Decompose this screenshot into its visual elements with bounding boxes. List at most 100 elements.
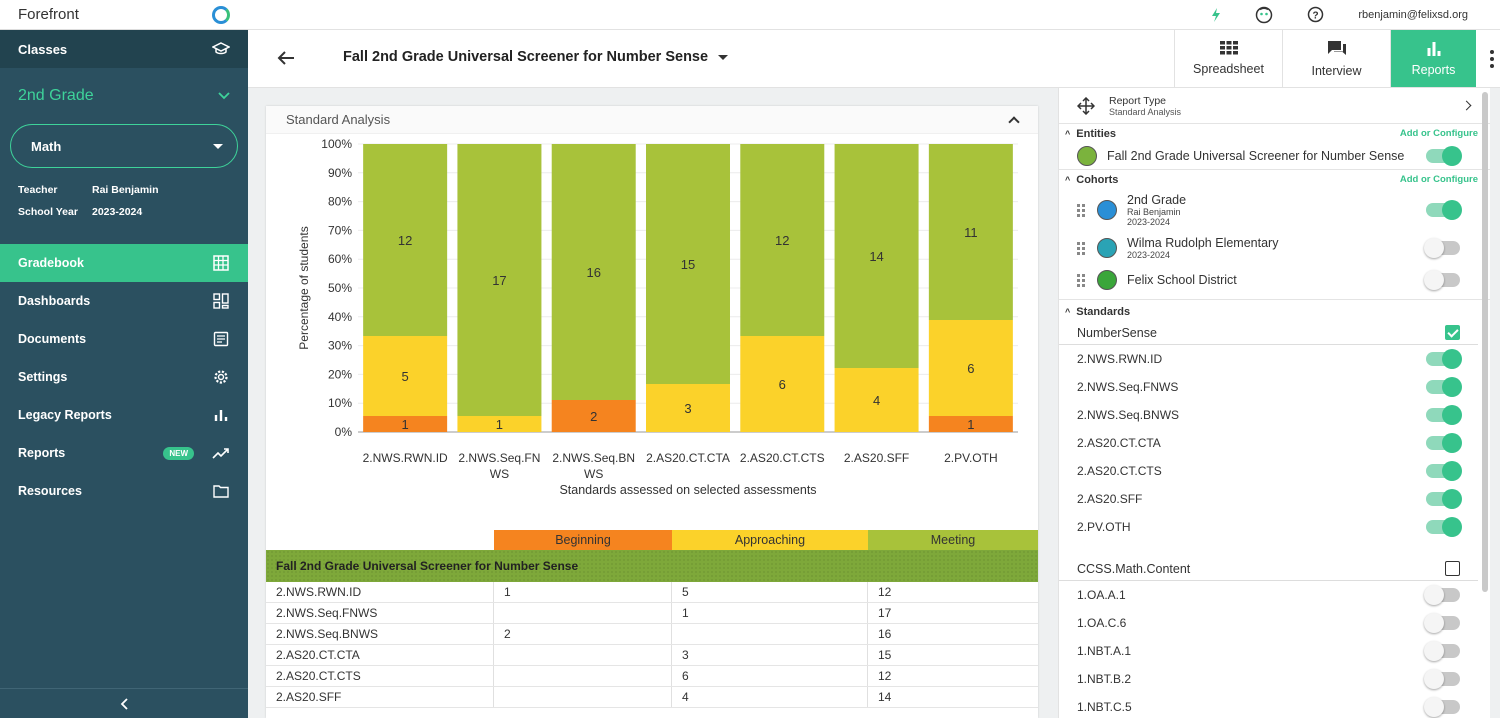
standard-row: 1.NBT.A.1 bbox=[1059, 637, 1490, 665]
tab-spreadsheet[interactable]: Spreadsheet bbox=[1174, 30, 1282, 87]
standard-group-ccss[interactable]: CCSS.Math.Content bbox=[1059, 557, 1478, 581]
cohort-name: Wilma Rudolph Elementary bbox=[1127, 235, 1279, 250]
chevron-right-icon bbox=[1461, 100, 1472, 111]
entity-toggle[interactable] bbox=[1426, 146, 1462, 166]
drag-handle-icon[interactable] bbox=[1077, 273, 1085, 287]
cohort-toggle[interactable] bbox=[1424, 270, 1460, 290]
standard-group-numbersense[interactable]: NumberSense bbox=[1059, 321, 1478, 345]
entity-name: Fall 2nd Grade Universal Screener for Nu… bbox=[1107, 149, 1405, 163]
table-row: 2.AS20.SFF 4 14 bbox=[266, 687, 1038, 708]
subject-select[interactable]: Math bbox=[10, 124, 238, 168]
report-type-value: Standard Analysis bbox=[1109, 106, 1182, 117]
entities-add-configure-link[interactable]: Add or Configure bbox=[1399, 128, 1478, 139]
tab-interview[interactable]: Interview bbox=[1282, 30, 1390, 87]
assessment-title-dropdown[interactable]: Fall 2nd Grade Universal Screener for Nu… bbox=[343, 49, 729, 65]
standard-analysis-card: Standard Analysis 0% 10% 20% 30% 40% 50% 60% 70… bbox=[266, 106, 1038, 718]
sidebar-item-label: Gradebook bbox=[18, 256, 84, 270]
bar-segment-meeting bbox=[740, 144, 825, 336]
tab-reports[interactable]: Reports bbox=[1390, 30, 1476, 87]
more-options-icon[interactable] bbox=[1490, 50, 1494, 71]
cohort-toggle[interactable] bbox=[1426, 200, 1462, 220]
standard-toggle[interactable] bbox=[1424, 641, 1460, 661]
y-tick-label: 100% bbox=[321, 137, 352, 151]
table-cell-b bbox=[494, 687, 672, 707]
standard-row: 2.AS20.CT.CTA bbox=[1059, 429, 1490, 457]
bar-segment-approaching bbox=[646, 384, 730, 432]
help-icon[interactable]: ? bbox=[1307, 6, 1324, 23]
table-cell-a: 5 bbox=[672, 582, 868, 602]
collapse-sidebar-button[interactable] bbox=[0, 688, 248, 718]
y-tick-label: 20% bbox=[328, 367, 352, 381]
chevron-up-icon[interactable] bbox=[1008, 115, 1020, 128]
back-arrow-icon[interactable] bbox=[276, 48, 296, 68]
sidebar-item-reports[interactable]: Reports NEW bbox=[0, 434, 248, 472]
sidebar-item-settings[interactable]: Settings bbox=[0, 358, 248, 396]
standard-toggle[interactable] bbox=[1424, 697, 1460, 717]
standard-toggle[interactable] bbox=[1426, 517, 1462, 537]
entities-section-header[interactable]: Entities Add or Configure bbox=[1059, 124, 1490, 143]
report-type-selector[interactable]: Report Type Standard Analysis bbox=[1059, 88, 1490, 124]
bar-value-label: 5 bbox=[402, 369, 409, 384]
standard-toggle[interactable] bbox=[1426, 433, 1462, 453]
bar-value-label: 15 bbox=[681, 257, 695, 272]
checkbox-unchecked[interactable] bbox=[1445, 561, 1460, 576]
sidebar-item-gradebook[interactable]: Gradebook bbox=[0, 244, 248, 282]
sidebar-item-dashboards[interactable]: Dashboards bbox=[0, 282, 248, 320]
standards-section-header[interactable]: Standards bbox=[1059, 302, 1490, 321]
standard-toggle[interactable] bbox=[1426, 489, 1462, 509]
standard-row: 2.AS20.SFF bbox=[1059, 485, 1490, 513]
table-cell-m: 14 bbox=[878, 690, 892, 704]
table-cell-b: 2 bbox=[494, 624, 672, 644]
checkbox-checked[interactable] bbox=[1445, 325, 1460, 340]
document-icon bbox=[212, 330, 230, 348]
bar-segment-approaching bbox=[457, 416, 542, 432]
cohort-text: Wilma Rudolph Elementary 2023-2024 bbox=[1127, 235, 1279, 260]
class-meta: Teacher Rai Benjamin School Year 2023-2024 bbox=[0, 168, 248, 218]
standard-toggle[interactable] bbox=[1426, 377, 1462, 397]
tab-label: Interview bbox=[1311, 63, 1362, 78]
x-axis-label: Standards assessed on selected assessmen… bbox=[559, 483, 816, 497]
sidebar-item-documents[interactable]: Documents bbox=[0, 320, 248, 358]
sidebar-item-resources[interactable]: Resources bbox=[0, 472, 248, 510]
y-tick-label: 70% bbox=[328, 223, 352, 237]
table-cell-m: 12 bbox=[878, 669, 892, 683]
standard-row: 2.AS20.CT.CTS bbox=[1059, 457, 1490, 485]
bar-value-label: 1 bbox=[402, 417, 409, 432]
table-cell-b bbox=[494, 645, 672, 665]
cohorts-section-header[interactable]: Cohorts Add or Configure bbox=[1059, 170, 1490, 189]
lightning-icon[interactable] bbox=[1211, 7, 1221, 22]
grade-selector[interactable]: 2nd Grade bbox=[0, 68, 248, 124]
classes-button[interactable]: Classes bbox=[0, 30, 248, 68]
cohort-list: 2nd Grade Rai Benjamin 2023-2024 Wilma Rudo… bbox=[1059, 189, 1490, 300]
drag-handle-icon[interactable] bbox=[1077, 241, 1085, 255]
cohort-toggle[interactable] bbox=[1424, 238, 1460, 258]
cohort-sub: Rai Benjamin bbox=[1127, 206, 1181, 217]
standard-toggle[interactable] bbox=[1424, 613, 1460, 633]
sidebar-item-legacy-reports[interactable]: Legacy Reports bbox=[0, 396, 248, 434]
card-header[interactable]: Standard Analysis bbox=[266, 106, 1038, 134]
cohort-name: 2nd Grade bbox=[1127, 192, 1187, 207]
standard-list-numbersense: 2.NWS.RWN.ID 2.NWS.Seq.FNWS 2.NWS.Seq.BNWS… bbox=[1059, 345, 1490, 541]
panel-scrollbar[interactable] bbox=[1482, 92, 1488, 592]
table-cell-std: 2.AS20.CT.CTS bbox=[266, 666, 494, 686]
table-cell-a: 1 bbox=[672, 603, 868, 623]
chat-icon bbox=[1327, 40, 1346, 55]
standard-toggle[interactable] bbox=[1426, 461, 1462, 481]
standard-toggle[interactable] bbox=[1426, 405, 1462, 425]
bar-value-label: 11 bbox=[964, 225, 978, 240]
dashboard-icon bbox=[212, 292, 230, 310]
bar-segment-beginning bbox=[928, 416, 1013, 432]
standard-toggle[interactable] bbox=[1426, 349, 1462, 369]
standard-toggle[interactable] bbox=[1424, 585, 1460, 605]
user-email[interactable]: rbenjamin@felixsd.org bbox=[1358, 8, 1468, 21]
bar-segment-approaching bbox=[834, 368, 919, 432]
table-cell-std: 2.AS20.CT.CTA bbox=[266, 645, 494, 665]
y-tick-label: 80% bbox=[328, 195, 352, 209]
tab-label: Spreadsheet bbox=[1193, 62, 1264, 76]
robot-face-icon[interactable] bbox=[1255, 6, 1273, 24]
tab-label: Reports bbox=[1411, 62, 1456, 77]
cohorts-add-configure-link[interactable]: Add or Configure bbox=[1399, 174, 1478, 185]
entity-row: Fall 2nd Grade Universal Screener for Nu… bbox=[1059, 143, 1490, 170]
standard-toggle[interactable] bbox=[1424, 669, 1460, 689]
drag-handle-icon[interactable] bbox=[1077, 203, 1085, 217]
